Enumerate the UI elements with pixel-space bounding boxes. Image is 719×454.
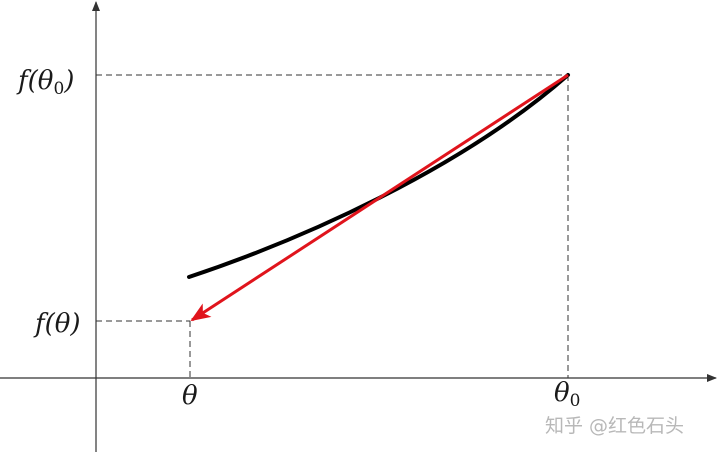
label-theta: θ [182, 381, 198, 411]
label-theta0: θ0 [554, 378, 580, 411]
label-f-theta: f(θ) [33, 309, 81, 339]
red-arrow [190, 73, 569, 322]
watermark-text: 知乎 @红色石头 [545, 415, 684, 437]
label-f-theta0: f(θ0) [16, 66, 74, 99]
function-curve [187, 73, 570, 279]
